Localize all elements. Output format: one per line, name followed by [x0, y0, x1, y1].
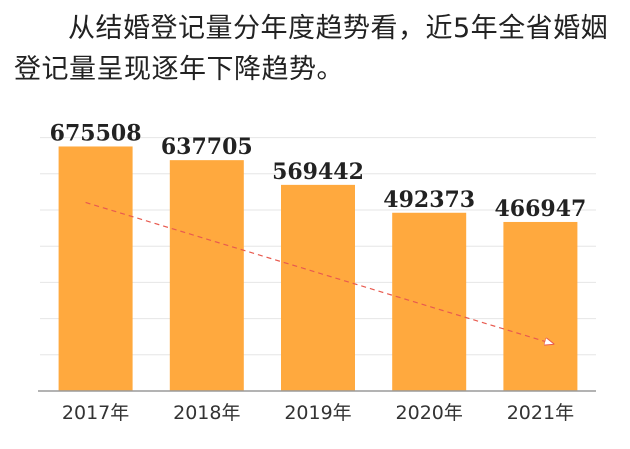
- data-label-2: 569442: [272, 159, 364, 185]
- bars: [58, 146, 578, 391]
- trend-arrow-line: [85, 201, 554, 343]
- x-tick-label-1: 2018年: [173, 402, 240, 424]
- bar-0: [58, 146, 133, 391]
- x-tick-label-4: 2021年: [507, 402, 574, 424]
- x-tick-label-0: 2017年: [62, 402, 129, 424]
- trend-arrow: [85, 201, 554, 343]
- x-tick-label-3: 2020年: [396, 402, 463, 424]
- data-label-3: 492373: [383, 187, 475, 213]
- bar-4: [503, 221, 578, 391]
- bar-1: [169, 160, 244, 391]
- x-axis: 2017年 2018年 2019年 2020年 2021年: [38, 390, 596, 424]
- data-label-4: 466947: [494, 196, 586, 222]
- bar-3: [392, 212, 467, 391]
- data-labels: 675508 637705 569442 492373 466947: [50, 120, 587, 221]
- data-label-1: 637705: [161, 134, 253, 160]
- bar-2: [281, 184, 355, 391]
- chart-caption: 从结婚登记量分年度趋势看，近5年全省婚姻登记量呈现逐年下降趋势。: [14, 13, 609, 85]
- x-tick-label-2: 2019年: [284, 402, 351, 424]
- data-label-0: 675508: [50, 120, 142, 146]
